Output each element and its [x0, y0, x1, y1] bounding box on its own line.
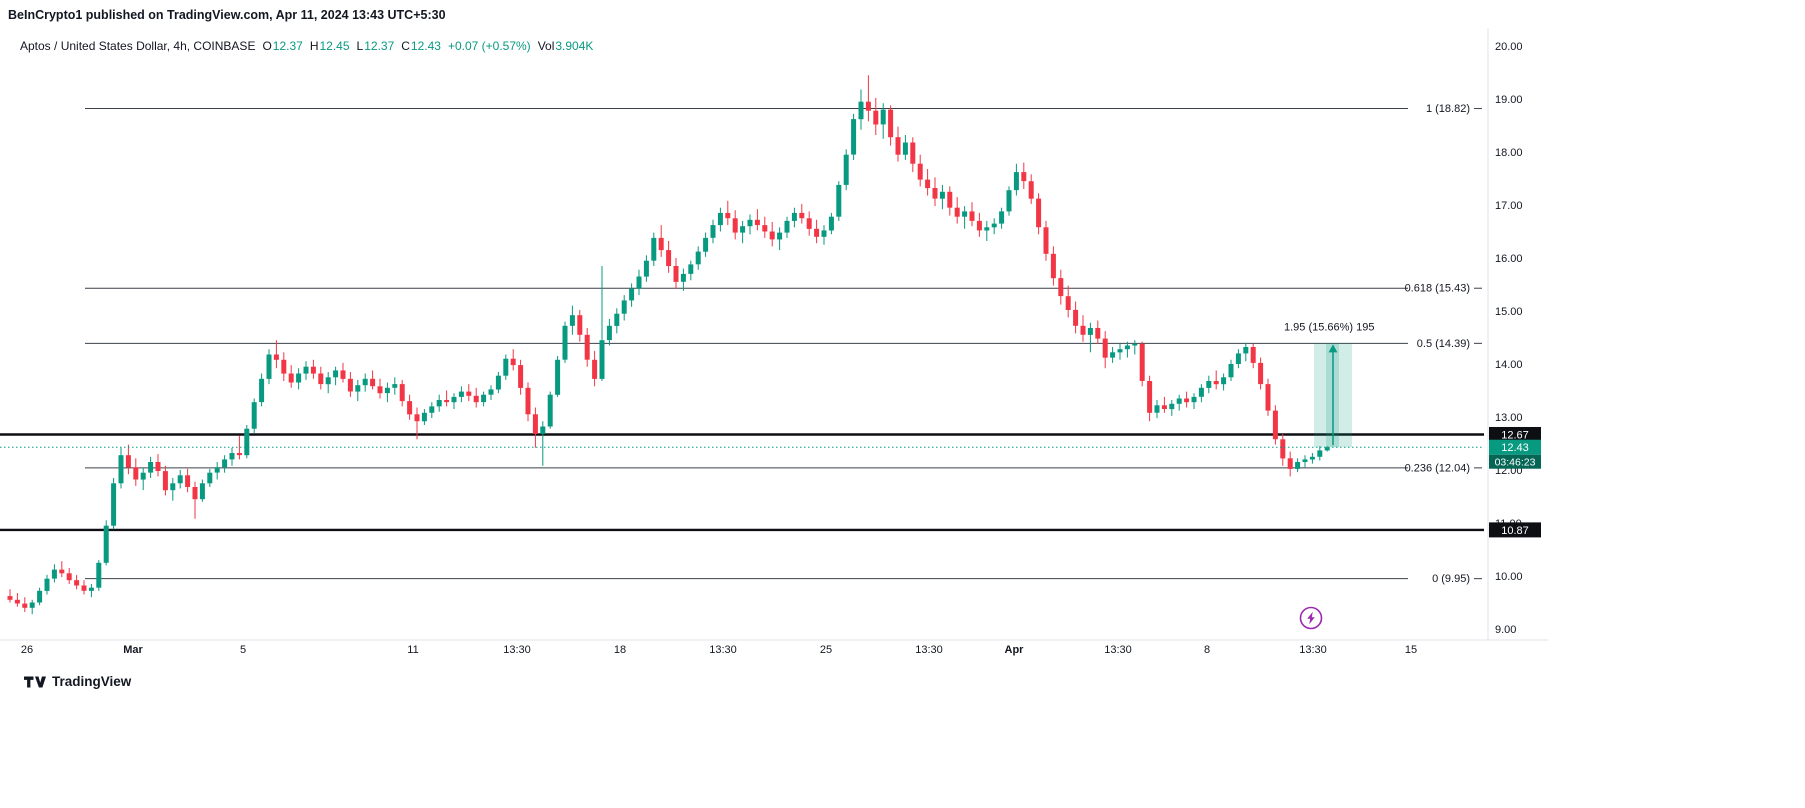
fib-level-label: 0.5 (14.39) [1417, 338, 1470, 350]
horizontal-price-lines[interactable] [0, 433, 1484, 532]
publisher-header: BeInCrypto1 published on TradingView.com… [8, 8, 446, 22]
legend-volume-group: Vol3.904K [538, 39, 594, 53]
time-scale[interactable]: 26 Mar 5 11 13:30 18 13:30 25 13:30 Apr 13:30 8 13:3… [21, 644, 1417, 656]
legend-low-label: L [356, 39, 364, 53]
price-scale[interactable]: 20.00 19.00 18.00 17.00 16.00 15.00 14.00 13.00… [1495, 41, 1523, 636]
legend-open-label: O [262, 39, 272, 53]
price-tick-label: 18.00 [1495, 147, 1523, 159]
price-tick-label: 10.00 [1495, 571, 1523, 583]
time-tick-label: 5 [240, 644, 246, 656]
legend-low-group: L12.37 [357, 39, 395, 53]
price-tick-label: 9.00 [1495, 624, 1516, 636]
legend-high-value: 12.45 [319, 39, 350, 53]
fib-level-label: 0.618 (15.43) [1405, 283, 1470, 295]
current-price-badge: 12.43 03:46:23 [1489, 439, 1541, 469]
time-tick-label: Mar [123, 644, 143, 656]
tradingview-wordmark: TradingView [52, 674, 132, 689]
bar-countdown: 03:46:23 [1495, 457, 1536, 469]
legend-close-label: C [401, 39, 410, 53]
price-tick-label: 15.00 [1495, 306, 1523, 318]
tradingview-icon [24, 676, 46, 687]
fib-level-label: 0.236 (12.04) [1405, 462, 1470, 474]
price-line-badge: 12.67 [1489, 426, 1541, 442]
svg-text:12.67: 12.67 [1501, 429, 1529, 441]
time-tick-label: 25 [820, 644, 832, 656]
legend-volume-value: 3.904K [555, 39, 594, 53]
projection-label: 1.95 (15.66%) 195 [1284, 321, 1375, 333]
svg-text:12.43: 12.43 [1501, 442, 1529, 454]
fib-level-label: 1 (18.82) [1426, 103, 1470, 115]
time-tick-label: 13:30 [503, 644, 531, 656]
legend-close-value: 12.43 [410, 39, 441, 53]
symbol-legend[interactable]: Aptos / United States Dollar, 4h, COINBA… [20, 39, 593, 53]
price-tick-label: 13.00 [1495, 412, 1523, 424]
legend-close-group: C12.43 [401, 39, 441, 53]
candlestick-series [7, 75, 1330, 615]
time-tick-label: 11 [407, 644, 418, 656]
time-tick-label: 26 [21, 644, 33, 656]
time-tick-label: 18 [614, 644, 626, 656]
event-marker-lightning-icon[interactable] [1299, 606, 1323, 630]
legend-high-group: H12.45 [310, 39, 350, 53]
time-tick-label: 15 [1405, 644, 1417, 656]
time-tick-label: 13:30 [1299, 644, 1327, 656]
tradingview-logo[interactable]: TradingView [24, 674, 131, 689]
time-tick-label: Apr [1005, 644, 1025, 656]
price-tick-label: 17.00 [1495, 200, 1523, 212]
svg-text:10.87: 10.87 [1501, 525, 1529, 537]
price-tick-label: 14.00 [1495, 359, 1523, 371]
price-line-badge: 10.87 [1489, 522, 1541, 538]
legend-volume-label: Vol [537, 39, 555, 53]
legend-symbol-title[interactable]: Aptos / United States Dollar, 4h, COINBA… [20, 39, 256, 53]
price-tick-label: 16.00 [1495, 253, 1523, 265]
legend-open-group: O12.37 [262, 39, 302, 53]
time-tick-label: 13:30 [709, 644, 737, 656]
fib-level-label: 0 (9.95) [1432, 573, 1470, 585]
long-position-projection[interactable]: 1.95 (15.66%) 195 [1284, 321, 1375, 448]
time-tick-label: 13:30 [1104, 644, 1132, 656]
price-tick-label: 19.00 [1495, 94, 1523, 106]
time-tick-label: 8 [1204, 644, 1210, 656]
time-tick-label: 13:30 [915, 644, 943, 656]
legend-open-value: 12.37 [272, 39, 303, 53]
legend-low-value: 12.37 [364, 39, 395, 53]
fib-retracement-lines[interactable]: 1 (18.82) 0.618 (15.43) 0.5 (14.39) 0.236 (… [85, 103, 1482, 585]
price-tick-label: 20.00 [1495, 41, 1523, 53]
legend-change-value: +0.07 (+0.57%) [447, 39, 531, 53]
legend-high-label: H [309, 39, 319, 53]
